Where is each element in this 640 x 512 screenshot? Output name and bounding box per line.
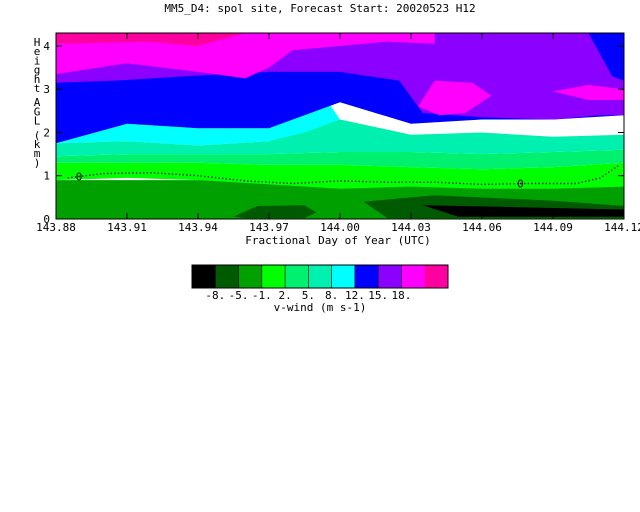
plot-area: 00 bbox=[55, 32, 625, 220]
y-tick-label-4: 4 bbox=[43, 40, 50, 53]
colorbar-swatch-4 bbox=[285, 265, 309, 288]
x-tick-label-6: 144.06 bbox=[462, 221, 502, 234]
colorbar-swatch-6 bbox=[331, 265, 356, 288]
colorbar-swatch-7 bbox=[354, 265, 379, 288]
x-tick-label-3: 143.97 bbox=[249, 221, 289, 234]
y-axis: 0 1 2 3 4 bbox=[43, 40, 624, 226]
x-tick-label-8: 144.12 bbox=[604, 221, 640, 234]
colorbar-tick-label-4: 5. bbox=[302, 289, 315, 302]
contour-region-11 bbox=[56, 33, 435, 79]
y-axis-label-char-7: A bbox=[34, 96, 41, 109]
x-axis-label: Fractional Day of Year (UTC) bbox=[245, 234, 430, 247]
y-tick-label-3: 3 bbox=[43, 83, 50, 96]
colorbar-label: v-wind (m s-1) bbox=[274, 301, 367, 314]
contour-label-0: 0 bbox=[76, 171, 83, 184]
y-axis-label-char-13: m bbox=[34, 147, 41, 160]
colorbar-tick-label-0: -8. bbox=[205, 289, 225, 302]
y-axis-label-char-2: i bbox=[34, 54, 41, 67]
x-tick-label-7: 144.09 bbox=[533, 221, 573, 234]
contour-region-4 bbox=[56, 162, 624, 189]
x-tick-label-0: 143.88 bbox=[36, 221, 76, 234]
contour-region-6 bbox=[56, 119, 624, 157]
colorbar-tick-label-3: 2. bbox=[278, 289, 291, 302]
y-axis-label-char-5: t bbox=[34, 82, 41, 95]
colorbar-swatch-1 bbox=[215, 265, 240, 288]
colorbar-tick-label-2: -1. bbox=[252, 289, 272, 302]
chart-title: MM5_D4: spol site, Forecast Start: 20020… bbox=[164, 2, 475, 15]
y-axis-label-char-11: ( bbox=[34, 129, 41, 142]
contour-region-5 bbox=[56, 149, 624, 170]
y-axis-label-char-9: L bbox=[34, 115, 41, 128]
x-tick-label-1: 143.91 bbox=[107, 221, 147, 234]
colorbar-tick-label-1: -5. bbox=[229, 289, 249, 302]
zero-contour-line bbox=[67, 164, 620, 186]
contour-region-1 bbox=[233, 205, 317, 219]
contour-region-12 bbox=[418, 80, 492, 116]
x-tick-label-2: 143.94 bbox=[178, 221, 218, 234]
colorbar-swatch-9 bbox=[401, 265, 426, 288]
colorbar-tick-label-8: 18. bbox=[392, 289, 412, 302]
colorbar-swatch-10 bbox=[424, 265, 449, 288]
colorbar-legend: -8. -5. -1. 2. 5. 8. 12. 15. 18. bbox=[191, 264, 449, 302]
contour-label-1: 0 bbox=[517, 178, 524, 191]
y-tick-label-2: 2 bbox=[43, 126, 50, 139]
y-axis-label-char-8: G bbox=[34, 105, 41, 118]
x-tick-label-5: 144.03 bbox=[391, 221, 431, 234]
colorbar-swatch-0 bbox=[192, 265, 216, 288]
y-tick-label-0: 0 bbox=[43, 213, 50, 226]
contour-region-13 bbox=[553, 84, 624, 100]
colorbar-tick-label-7: 15. bbox=[368, 289, 388, 302]
y-axis-label-char-3: g bbox=[34, 64, 41, 77]
colorbar-swatch-2 bbox=[238, 265, 263, 288]
y-axis-label-char-1: e bbox=[34, 45, 41, 58]
y-axis-label-char-12: k bbox=[34, 138, 41, 151]
y-axis-label-char-14: ) bbox=[34, 156, 41, 169]
colorbar-swatch-8 bbox=[378, 265, 402, 288]
contour-region-3 bbox=[422, 205, 624, 217]
x-tick-label-4: 144.00 bbox=[320, 221, 360, 234]
y-tick-label-1: 1 bbox=[43, 170, 50, 183]
contour-region-7 bbox=[56, 84, 624, 146]
colorbar-tick-label-6: 12. bbox=[345, 289, 365, 302]
colorbar-tick-label-5: 8. bbox=[325, 289, 338, 302]
colorbar-swatch-5 bbox=[308, 265, 333, 288]
colorbar-swatch-3 bbox=[261, 265, 286, 288]
colorbar-frame bbox=[191, 264, 449, 289]
x-axis: 143.88 143.91 143.94 143.97 144.00 144.03 144.… bbox=[36, 33, 640, 234]
y-axis-label-char-4: h bbox=[34, 73, 41, 86]
contour-region-10 bbox=[576, 33, 624, 81]
y-axis-label-char-0: H bbox=[34, 36, 41, 49]
